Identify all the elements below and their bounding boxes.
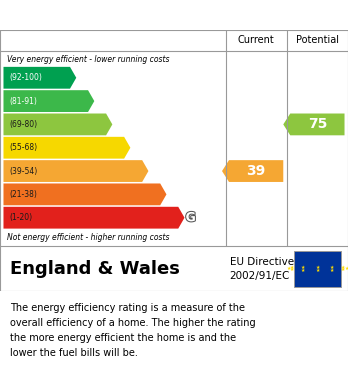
- Polygon shape: [283, 113, 345, 135]
- Text: B: B: [95, 95, 105, 108]
- Text: ★: ★: [330, 265, 334, 270]
- Text: The energy efficiency rating is a measure of the
overall efficiency of a home. T: The energy efficiency rating is a measur…: [10, 303, 256, 358]
- Text: Current: Current: [238, 35, 275, 45]
- Polygon shape: [3, 113, 112, 135]
- Text: Not energy efficient - higher running costs: Not energy efficient - higher running co…: [7, 233, 169, 242]
- Text: 39: 39: [246, 164, 266, 178]
- Text: (69-80): (69-80): [10, 120, 38, 129]
- Text: F: F: [167, 188, 176, 201]
- Text: ★: ★: [315, 268, 320, 273]
- Text: ★: ★: [301, 265, 305, 270]
- Text: Very energy efficient - lower running costs: Very energy efficient - lower running co…: [7, 55, 169, 64]
- Text: ★: ★: [345, 266, 348, 271]
- Text: ★: ★: [341, 265, 345, 271]
- Polygon shape: [3, 137, 130, 159]
- Polygon shape: [3, 67, 76, 89]
- FancyBboxPatch shape: [294, 251, 341, 287]
- Text: ★: ★: [290, 265, 294, 271]
- Text: 2002/91/EC: 2002/91/EC: [230, 271, 290, 281]
- Text: ★: ★: [330, 268, 334, 273]
- Text: A: A: [77, 71, 87, 84]
- Text: G: G: [185, 211, 196, 224]
- Text: ★: ★: [286, 266, 291, 271]
- Text: ★: ★: [290, 267, 294, 272]
- Text: Energy Efficiency Rating: Energy Efficiency Rating: [10, 7, 220, 23]
- Text: Potential: Potential: [296, 35, 339, 45]
- Text: EU Directive: EU Directive: [230, 257, 294, 267]
- Text: (81-91): (81-91): [10, 97, 38, 106]
- Polygon shape: [3, 90, 94, 112]
- Polygon shape: [3, 160, 149, 182]
- Text: E: E: [150, 165, 158, 178]
- Text: England & Wales: England & Wales: [10, 260, 180, 278]
- Polygon shape: [3, 183, 166, 205]
- Text: ★: ★: [315, 265, 320, 270]
- Text: (39-54): (39-54): [10, 167, 38, 176]
- Text: C: C: [113, 118, 122, 131]
- Text: 75: 75: [308, 117, 327, 131]
- Text: (55-68): (55-68): [10, 143, 38, 152]
- Text: (21-38): (21-38): [10, 190, 38, 199]
- Polygon shape: [3, 207, 184, 229]
- Text: D: D: [132, 141, 142, 154]
- Text: (92-100): (92-100): [10, 73, 42, 82]
- Polygon shape: [222, 160, 283, 182]
- Text: ★: ★: [341, 267, 345, 272]
- Text: ★: ★: [301, 268, 305, 273]
- Text: (1-20): (1-20): [10, 213, 33, 222]
